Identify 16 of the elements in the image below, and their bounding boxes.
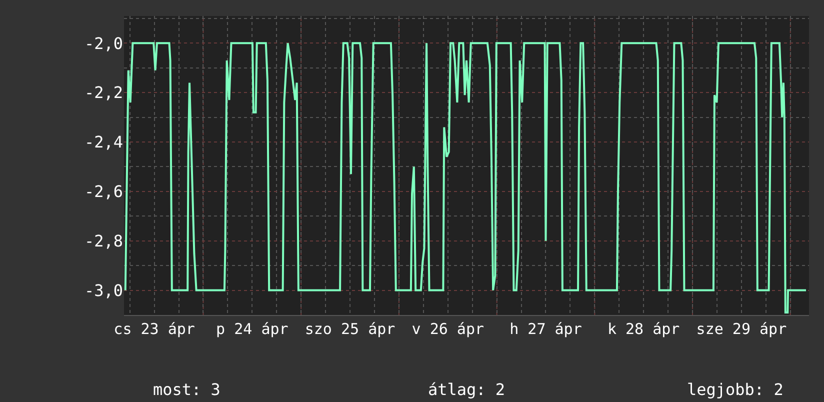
y-tick-label: -2,8 [84, 231, 123, 250]
y-tick-label: -2,2 [84, 83, 123, 102]
x-tick-label: k 28 ápr [607, 320, 680, 338]
x-tick-label: p 24 ápr [216, 320, 288, 338]
y-tick-label: -3,0 [84, 280, 123, 300]
x-tick-label: sze 29 ápr [696, 320, 787, 338]
text: most: 3 [153, 380, 220, 399]
y-tick-label: -2,0 [84, 34, 123, 53]
x-tick-label: szo 25 ápr [304, 320, 396, 338]
text: átlag: 2 [428, 380, 506, 399]
x-tick-label: v 26 ápr [412, 320, 484, 338]
y-tick-label: -2,4 [84, 132, 123, 152]
text: legjobb: 2 [687, 380, 784, 399]
x-tick-label: cs 23 ápr [114, 320, 195, 338]
x-tick-label: h 27 ápr [510, 320, 582, 338]
y-tick-label: -2,6 [84, 182, 123, 202]
